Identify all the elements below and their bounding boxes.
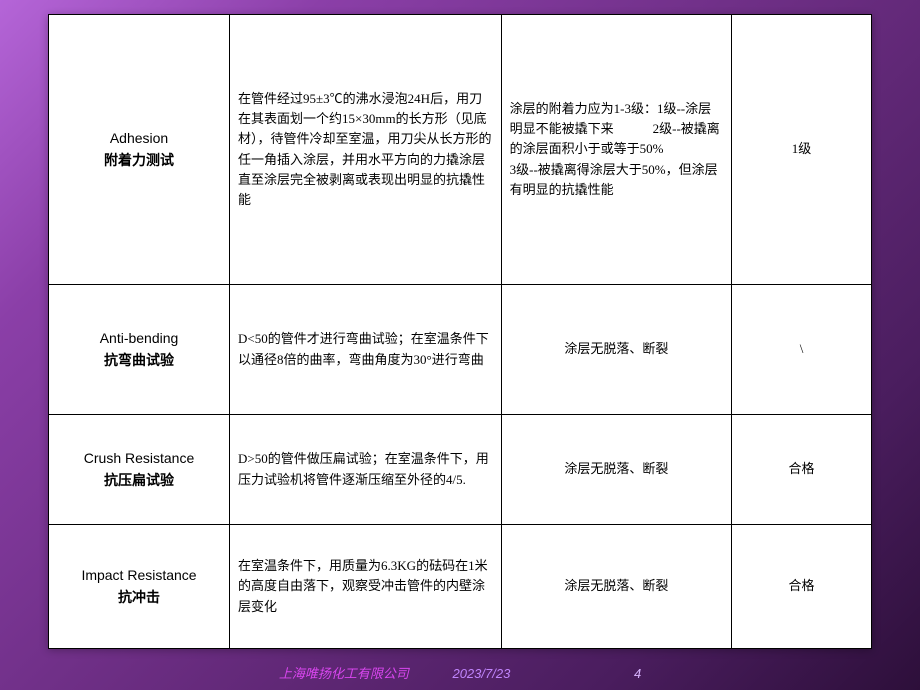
table-row: Anti-bending 抗弯曲试验 D<50的管件才进行弯曲试验；在室温条件下… bbox=[49, 285, 872, 415]
cell-result: 1级 bbox=[732, 15, 872, 285]
footer-page: 4 bbox=[634, 666, 641, 681]
table-row: Adhesion 附着力测试 在管件经过95±3℃的沸水浸泡24H后，用刀在其表… bbox=[49, 15, 872, 285]
name-zh: 抗压扁试验 bbox=[57, 470, 221, 492]
cell-name: Anti-bending 抗弯曲试验 bbox=[49, 285, 230, 415]
cell-result: 合格 bbox=[732, 525, 872, 649]
cell-standard: 涂层无脱落、断裂 bbox=[501, 415, 731, 525]
table-row: Impact Resistance 抗冲击 在室温条件下，用质量为6.3KG的砝… bbox=[49, 525, 872, 649]
cell-name: Impact Resistance 抗冲击 bbox=[49, 525, 230, 649]
cell-method: 在室温条件下，用质量为6.3KG的砝码在1米的高度自由落下，观察受冲击管件的内壁… bbox=[230, 525, 502, 649]
slide-content: Adhesion 附着力测试 在管件经过95±3℃的沸水浸泡24H后，用刀在其表… bbox=[48, 14, 872, 648]
cell-standard: 涂层的附着力应为1-3级：1级--涂层明显不能被撬下来 2级--被撬离的涂层面积… bbox=[501, 15, 731, 285]
cell-name: Crush Resistance 抗压扁试验 bbox=[49, 415, 230, 525]
slide-footer: 上海唯扬化工有限公司 2023/7/23 4 bbox=[0, 663, 920, 682]
name-en: Anti-bending bbox=[57, 328, 221, 350]
name-zh: 附着力测试 bbox=[57, 150, 221, 172]
cell-result: 合格 bbox=[732, 415, 872, 525]
footer-company: 上海唯扬化工有限公司 bbox=[279, 666, 409, 681]
cell-name: Adhesion 附着力测试 bbox=[49, 15, 230, 285]
cell-result: \ bbox=[732, 285, 872, 415]
cell-method: 在管件经过95±3℃的沸水浸泡24H后，用刀在其表面划一个约15×30mm的长方… bbox=[230, 15, 502, 285]
properties-table: Adhesion 附着力测试 在管件经过95±3℃的沸水浸泡24H后，用刀在其表… bbox=[48, 14, 872, 649]
name-en: Crush Resistance bbox=[57, 448, 221, 470]
footer-date: 2023/7/23 bbox=[452, 666, 510, 681]
table-row: Crush Resistance 抗压扁试验 D>50的管件做压扁试验；在室温条… bbox=[49, 415, 872, 525]
cell-method: D>50的管件做压扁试验；在室温条件下，用压力试验机将管件逐渐压缩至外径的4/5… bbox=[230, 415, 502, 525]
name-en: Impact Resistance bbox=[57, 565, 221, 587]
name-zh: 抗弯曲试验 bbox=[57, 350, 221, 372]
cell-standard: 涂层无脱落、断裂 bbox=[501, 285, 731, 415]
cell-method: D<50的管件才进行弯曲试验；在室温条件下以通径8倍的曲率，弯曲角度为30°进行… bbox=[230, 285, 502, 415]
name-en: Adhesion bbox=[57, 128, 221, 150]
name-zh: 抗冲击 bbox=[57, 587, 221, 609]
cell-standard: 涂层无脱落、断裂 bbox=[501, 525, 731, 649]
